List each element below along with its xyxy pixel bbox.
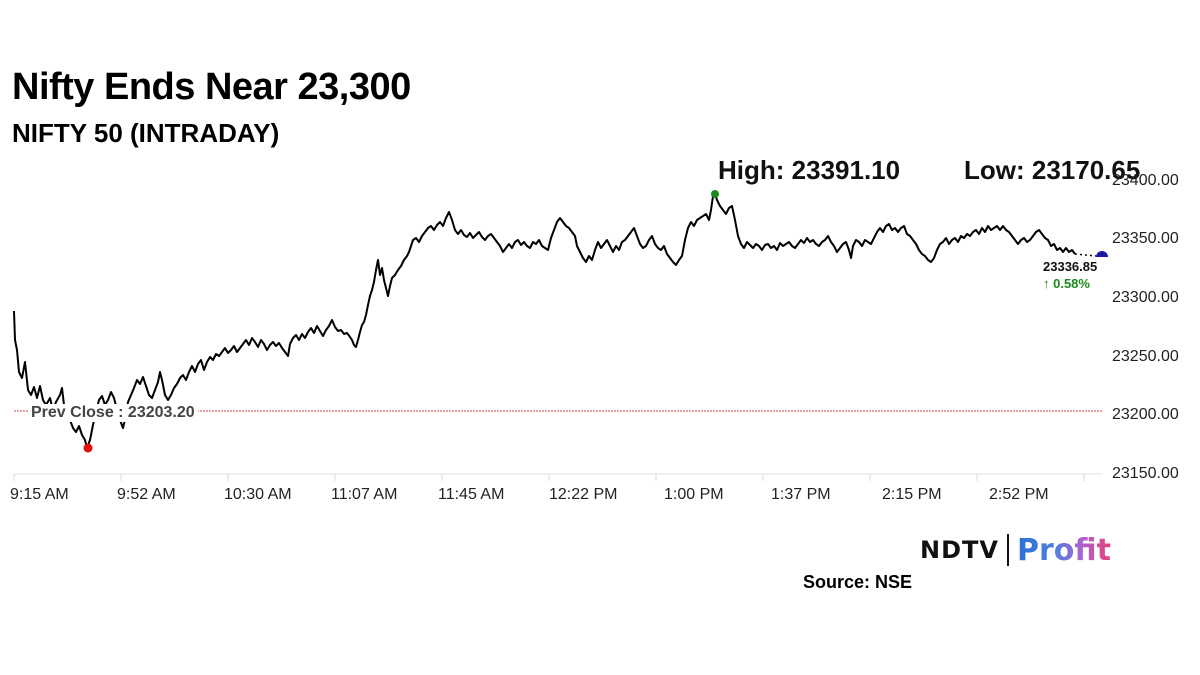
y-tick: 23150.00 (1112, 465, 1179, 482)
high-label: High: 23391.10 (718, 155, 901, 185)
y-tick: 23200.00 (1112, 406, 1179, 423)
x-tick: 11:07 AM (331, 486, 398, 503)
prev-close-label: Prev Close : 23203.20 (28, 404, 198, 422)
x-tick: 2:15 PM (882, 486, 942, 503)
x-tick: 12:22 PM (549, 486, 618, 503)
source-label: Source: NSE (803, 572, 913, 592)
low-marker (83, 443, 93, 453)
x-tick: 9:52 AM (117, 486, 176, 503)
y-tick: 23350.00 (1112, 230, 1179, 247)
x-tick: 2:52 PM (989, 486, 1049, 503)
x-tick: 10:30 AM (224, 486, 292, 503)
y-tick: 23300.00 (1112, 289, 1179, 306)
y-tick: 23250.00 (1112, 348, 1179, 365)
last-connector (1074, 253, 1097, 257)
x-tick: 1:00 PM (664, 486, 724, 503)
logo-ndtv: NDTV (920, 536, 999, 564)
change-percent-label: ↑ 0.58% (1043, 276, 1090, 291)
last-marker (1096, 251, 1108, 257)
chart-title: Nifty Ends Near 23,300 (12, 66, 411, 108)
high-marker (711, 190, 719, 198)
chart-subtitle: NIFTY 50 (INTRADAY) (12, 118, 280, 148)
y-tick: 23400.00 (1112, 172, 1179, 189)
logo-profit: Profit (1016, 532, 1111, 568)
x-tick: 11:45 AM (438, 486, 505, 503)
ndtv-profit-logo: NDTV Profit (920, 532, 1111, 568)
last-value-label: 23336.85 (1043, 259, 1098, 274)
low-label: Low: 23170.65 (964, 155, 1141, 185)
price-line (13, 193, 1076, 449)
x-tick: 1:37 PM (771, 486, 831, 503)
x-axis-ticks (13, 474, 1085, 481)
x-tick: 9:15 AM (10, 486, 69, 503)
logo-separator (1006, 534, 1009, 566)
